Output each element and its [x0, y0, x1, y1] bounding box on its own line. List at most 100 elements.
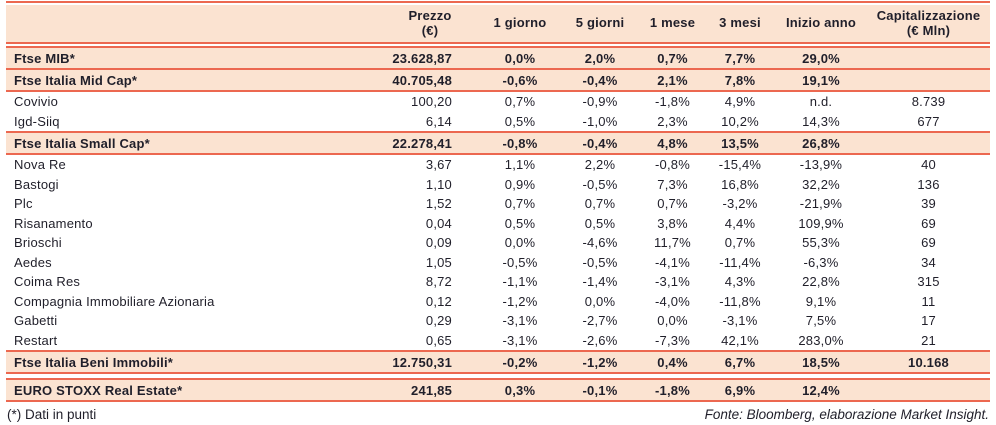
row-value: 69 [921, 235, 936, 251]
row-value: 40 [921, 157, 936, 173]
row-value: 4,4% [724, 215, 756, 231]
row-value: 17 [921, 313, 936, 329]
row-label: Ftse Italia Mid Cap* [14, 72, 138, 88]
row-label: Gabetti [14, 313, 58, 329]
table-row: Compagnia Immobiliare Azionaria 0,12 -1,2%… [6, 291, 990, 311]
row-value: 69 [921, 215, 936, 231]
table-row: Plc 1,52 0,7% 0,7% 0,7% -3,2% -21,9% 39 [6, 194, 990, 214]
row-value: 0,12 [425, 293, 452, 309]
row-value: 0,7% [504, 94, 536, 110]
row-value: -0,5% [582, 176, 618, 192]
row-value: 3,8% [657, 215, 688, 231]
row-value: -1,4% [582, 274, 618, 290]
row-value: 0,5% [584, 215, 616, 231]
row-value: -3,2% [722, 196, 758, 212]
row-value: -0,1% [582, 382, 618, 398]
table-row: Gabetti 0,29 -3,1% -2,7% 0,0% -3,1% 7,5% 17 [6, 311, 990, 331]
row-value: 10,2% [721, 113, 759, 129]
row-value: 40.705,48 [392, 72, 452, 88]
row-value: 6,9% [724, 382, 756, 398]
row-value: 0,7% [657, 50, 688, 66]
col-header-g5: 5 giorni [575, 16, 625, 31]
row-value: 0,5% [504, 215, 536, 231]
row-value: 7,8% [724, 72, 756, 88]
row-value: 12.750,31 [392, 354, 452, 370]
row-label: Compagnia Immobiliare Azionaria [14, 293, 215, 309]
row-value: 241,85 [411, 382, 452, 398]
row-value: -0,5% [502, 254, 538, 270]
row-value: n.d. [809, 94, 833, 110]
table-row: Risanamento 0,04 0,5% 0,5% 3,8% 4,4% 109,9% 69 [6, 213, 990, 233]
row-value: 0,4% [657, 354, 688, 370]
row-label: Igd-Siiq [14, 113, 60, 129]
row-value: 0,0% [584, 293, 616, 309]
row-label: Bastogi [14, 176, 59, 192]
row-value: -4,6% [582, 235, 618, 251]
row-value: 7,3% [657, 176, 688, 192]
row-value: -15,4% [718, 157, 762, 173]
row-value: -3,1% [722, 313, 758, 329]
row-value: 16,8% [721, 176, 759, 192]
row-label: EURO STOXX Real Estate* [14, 382, 183, 398]
row-value: 1,05 [425, 254, 452, 270]
row-value: -1,8% [655, 94, 690, 110]
row-value: -0,8% [655, 157, 690, 173]
row-value: 109,9% [798, 215, 844, 231]
row-label: Ftse MIB* [14, 50, 76, 66]
row-value: 677 [917, 113, 940, 129]
row-value: -1,2% [582, 354, 618, 370]
row-value: 0,29 [425, 313, 452, 329]
row-value: 9,1% [805, 293, 837, 309]
row-label: Restart [14, 332, 58, 348]
row-value: 8,72 [425, 274, 452, 290]
row-value: 22,8% [802, 274, 840, 290]
row-value: 7,5% [805, 313, 837, 329]
table-row: Igd-Siiq 6,14 0,5% -1,0% 2,3% 10,2% 14,3% 677 [6, 111, 990, 131]
row-value: 12,4% [802, 382, 840, 398]
col-header-cap: Capitalizzazione (€ Mln) [876, 8, 981, 38]
row-value: 11 [921, 293, 936, 309]
row-value: -1,2% [502, 293, 538, 309]
row-value: 8.739 [911, 94, 946, 110]
row-value: 1,52 [425, 196, 452, 212]
row-value: 22.278,41 [392, 135, 452, 151]
table-row: Ftse Italia Small Cap* 22.278,41 -0,8% -0,4… [6, 131, 990, 155]
row-value: 0,3% [504, 382, 536, 398]
row-label: Coima Res [14, 274, 81, 290]
row-value: 1,10 [425, 176, 452, 192]
row-value: 1,1% [504, 157, 536, 173]
table-row: Ftse Italia Beni Immobili* 12.750,31 -0,2%… [6, 350, 990, 374]
row-value: -0,9% [582, 94, 618, 110]
row-value: 136 [917, 176, 940, 192]
row-value: -1,0% [582, 113, 618, 129]
row-value: -13,9% [799, 157, 843, 173]
row-value: 4,3% [724, 274, 756, 290]
market-table: Prezzo (€) 1 giorno 5 giorni 1 mese 3 mesi In… [6, 5, 990, 402]
row-label: Nova Re [14, 157, 66, 173]
row-value: 29,0% [802, 50, 840, 66]
row-value: 6,14 [425, 113, 452, 129]
row-value: 23.628,87 [392, 50, 452, 66]
row-value: -2,7% [582, 313, 618, 329]
row-label: Ftse Italia Beni Immobili* [14, 354, 174, 370]
row-value: 100,20 [411, 94, 452, 110]
row-value: 42,1% [721, 332, 759, 348]
row-value: 0,0% [657, 313, 688, 329]
row-value: 34 [921, 254, 936, 270]
source-note: Fonte: Bloomberg, elaborazione Market In… [704, 407, 989, 422]
row-value: -0,2% [502, 354, 538, 370]
col-header-m3: 3 mesi [719, 16, 761, 31]
col-header-m1: 1 mese [649, 16, 696, 31]
row-value: 4,8% [657, 135, 688, 151]
row-value: 11,7% [654, 235, 691, 251]
row-value: 6,7% [724, 354, 756, 370]
row-value: 7,7% [724, 50, 756, 66]
table-row: Ftse Italia Mid Cap* 40.705,48 -0,6% -0,4% 2… [6, 68, 990, 92]
row-value: 0,0% [504, 50, 536, 66]
row-value: 0,09 [425, 235, 452, 251]
col-header-prezzo: Prezzo (€) [408, 8, 452, 38]
row-label: Risanamento [14, 215, 93, 231]
row-value: 2,0% [584, 50, 616, 66]
row-value: -3,1% [655, 274, 690, 290]
row-label: Brioschi [14, 235, 62, 251]
